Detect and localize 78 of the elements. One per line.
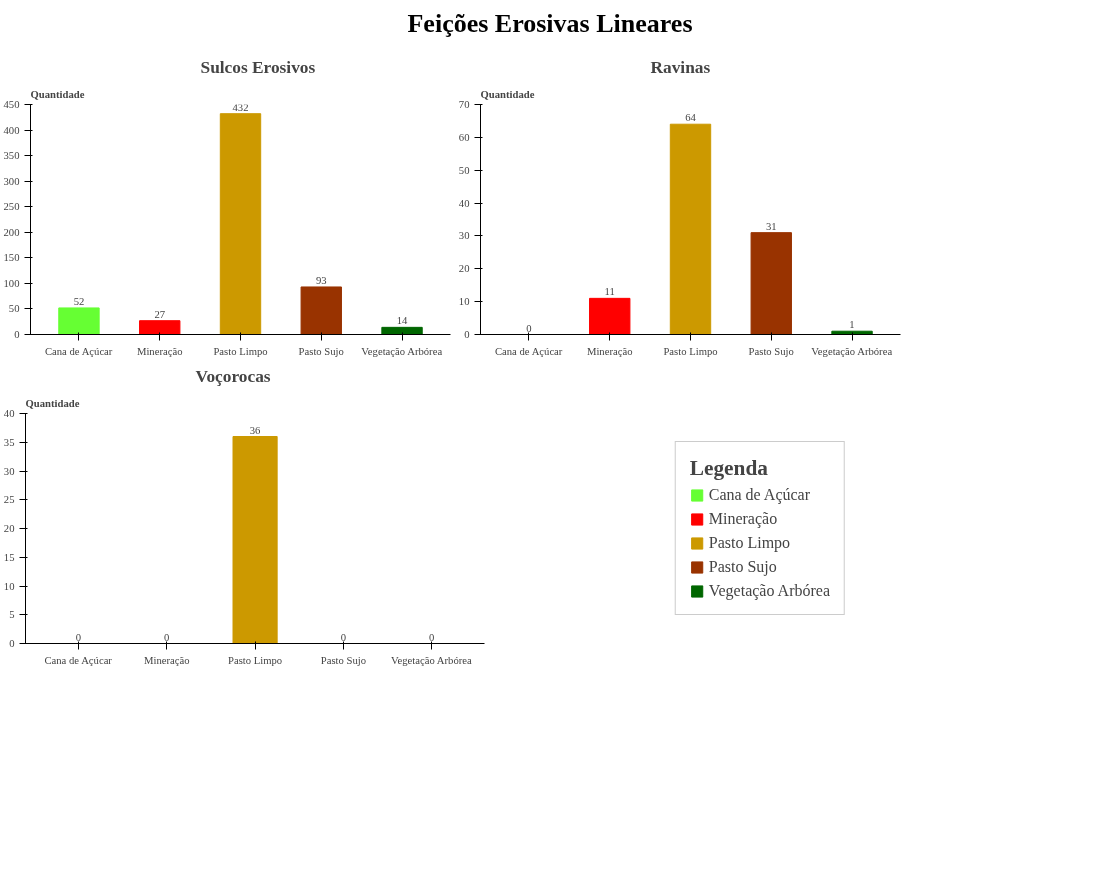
y-tick-label: 10 — [458, 296, 470, 308]
x-tick-label: Vegetação Arbórea — [390, 654, 473, 666]
x-tick-label: Mineração — [586, 345, 633, 357]
y-tick-label: 20 — [458, 263, 470, 275]
x-tick-label: Pasto Sujo — [298, 345, 344, 357]
y-tick-label: 50 — [458, 164, 470, 176]
x-tick-label: Vegetação Arbórea — [811, 345, 893, 357]
y-tick-label: 25 — [3, 494, 15, 506]
y-axis-title: Quantidade — [480, 88, 535, 100]
y-tick-label: 150 — [3, 252, 20, 264]
y-tick-label: 100 — [3, 277, 20, 289]
x-tick-label: Mineração — [136, 345, 183, 357]
y-tick-label: 40 — [458, 197, 470, 209]
chart-title: Sulcos Erosivos — [200, 57, 316, 77]
bar — [381, 326, 423, 335]
y-tick-label: 400 — [3, 124, 20, 136]
data-label: 1 — [849, 319, 855, 331]
data-label: 64 — [685, 112, 697, 124]
y-tick-label: 30 — [458, 230, 470, 242]
data-label: 93 — [315, 274, 327, 286]
legend-label: Vegetação Arbórea — [708, 582, 830, 600]
y-tick-label: 0 — [14, 329, 20, 340]
y-tick-label: 200 — [3, 226, 20, 238]
y-tick-label: 15 — [3, 551, 15, 563]
data-label: 0 — [75, 631, 82, 643]
bar — [58, 307, 100, 335]
y-tick-label: 450 — [3, 99, 20, 110]
legend-label: Cana de Açúcar — [708, 486, 811, 504]
bar — [750, 232, 792, 335]
y-tick-label: 5 — [9, 609, 15, 621]
x-tick-label: Pasto Limpo — [213, 345, 268, 357]
y-tick-label: 50 — [8, 303, 20, 315]
y-tick-label: 30 — [3, 465, 15, 477]
y-tick-label: 10 — [3, 580, 15, 592]
x-tick-label: Cana de Açúcar — [494, 345, 563, 357]
y-tick-label: 0 — [9, 638, 15, 649]
y-tick-label: 350 — [3, 150, 20, 162]
data-label: 31 — [765, 220, 777, 232]
x-tick-label: Pasto Limpo — [663, 345, 718, 357]
bar — [300, 286, 342, 335]
x-tick-label: Pasto Limpo — [227, 654, 283, 666]
x-tick-label: Pasto Sujo — [320, 654, 367, 666]
text: Feições Erosivas Lineares — [406, 8, 694, 40]
y-tick-label: 250 — [3, 201, 20, 213]
y-tick-label: 70 — [458, 99, 470, 110]
bar — [589, 297, 631, 335]
data-label: 432 — [232, 101, 249, 113]
legend-title: Legenda — [689, 456, 769, 481]
data-label: 36 — [249, 424, 262, 436]
x-tick-label: Pasto Sujo — [748, 345, 794, 357]
data-label: 27 — [154, 308, 166, 320]
data-label: 0 — [429, 631, 435, 643]
y-tick-label: 0 — [464, 329, 470, 340]
y-tick-label: 60 — [458, 131, 470, 143]
y-axis-title: Quantidade — [30, 88, 85, 100]
data-label: 0 — [340, 631, 347, 643]
data-label: 11 — [604, 286, 615, 298]
bar — [669, 123, 712, 335]
bar — [219, 113, 262, 335]
y-tick-label: 35 — [3, 436, 15, 448]
legend-label: Pasto Sujo — [708, 558, 777, 576]
legend-label: Pasto Limpo — [708, 534, 791, 552]
x-tick-label: Vegetação Arbórea — [361, 345, 443, 357]
y-tick-label: 300 — [3, 175, 20, 187]
chart-title: Voçorocas — [195, 366, 271, 386]
x-tick-label: Mineração — [144, 654, 190, 666]
data-label: 0 — [526, 322, 532, 334]
legend-label: Mineração — [708, 510, 778, 528]
data-label: 14 — [396, 315, 409, 327]
data-label: 0 — [164, 631, 170, 643]
bar — [139, 320, 181, 335]
y-tick-label: 40 — [3, 408, 15, 419]
y-tick-label: 20 — [3, 523, 15, 534]
y-axis-title: Quantidade — [25, 397, 80, 409]
chart-title: Ravinas — [650, 57, 711, 77]
x-tick-label: Cana de Açúcar — [44, 345, 113, 357]
data-label: 52 — [73, 295, 85, 307]
x-tick-label: Cana de Açúcar — [44, 654, 113, 666]
